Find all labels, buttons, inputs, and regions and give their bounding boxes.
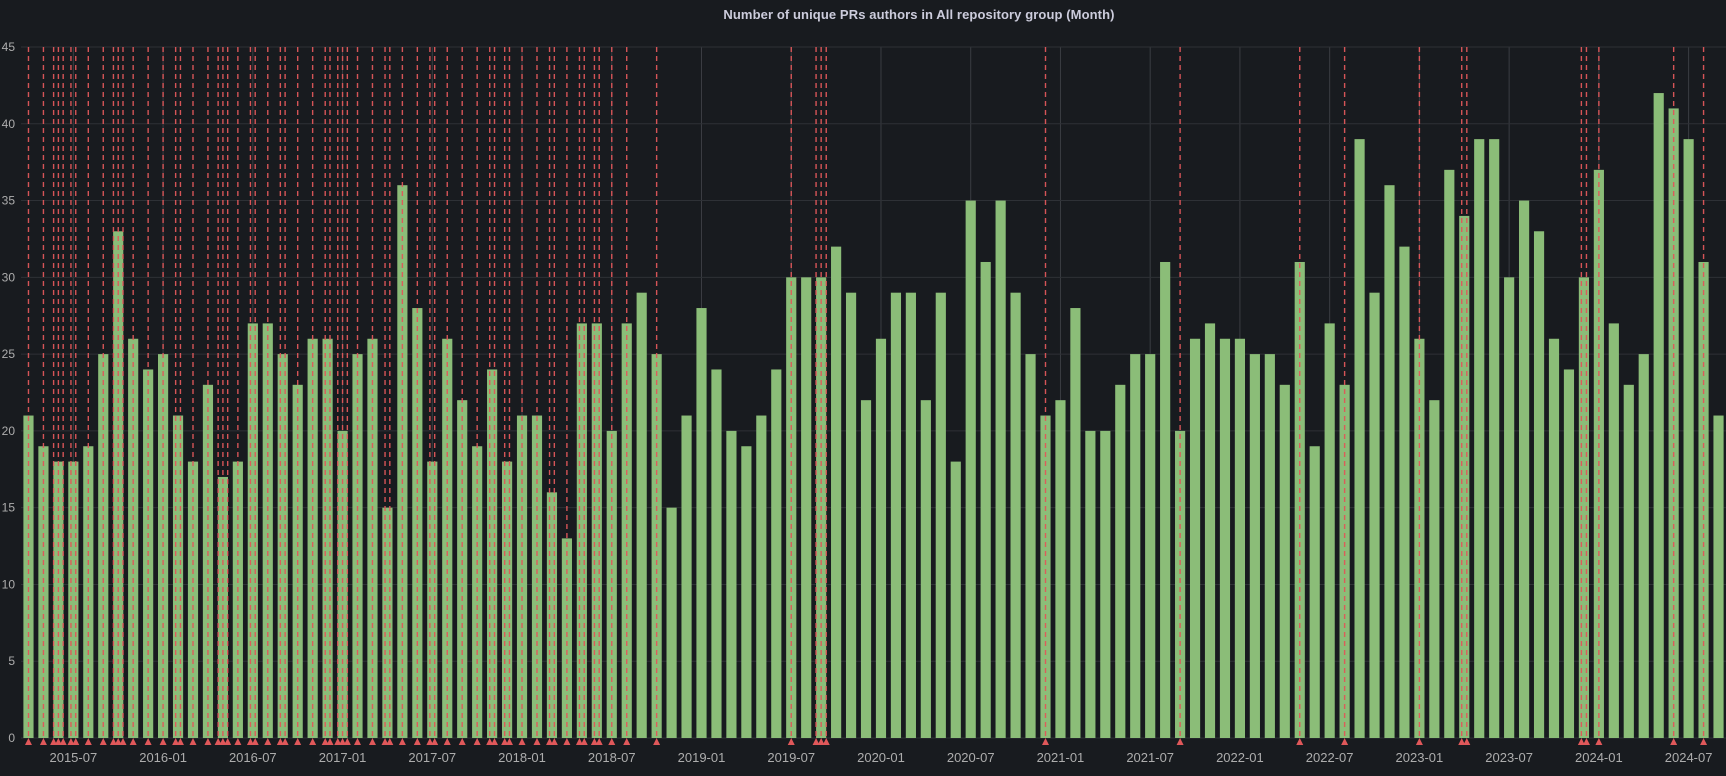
svg-text:2022-01: 2022-01 — [1216, 750, 1264, 765]
svg-text:2023-01: 2023-01 — [1396, 750, 1444, 765]
svg-text:35: 35 — [2, 194, 16, 208]
svg-text:2021-07: 2021-07 — [1126, 750, 1174, 765]
svg-text:15: 15 — [2, 501, 16, 515]
svg-text:0: 0 — [8, 731, 15, 745]
svg-text:45: 45 — [2, 40, 16, 54]
svg-text:2022-07: 2022-07 — [1306, 750, 1354, 765]
svg-text:2020-01: 2020-01 — [857, 750, 905, 765]
svg-text:2016-01: 2016-01 — [139, 750, 187, 765]
svg-text:2019-01: 2019-01 — [678, 750, 726, 765]
svg-text:25: 25 — [2, 347, 16, 361]
svg-text:40: 40 — [2, 117, 16, 131]
svg-text:2024-01: 2024-01 — [1575, 750, 1623, 765]
svg-text:2018-07: 2018-07 — [588, 750, 636, 765]
svg-text:2021-01: 2021-01 — [1037, 750, 1085, 765]
svg-text:2017-07: 2017-07 — [408, 750, 456, 765]
svg-text:5: 5 — [8, 654, 15, 668]
svg-text:2018-01: 2018-01 — [498, 750, 546, 765]
svg-text:20: 20 — [2, 424, 16, 438]
svg-text:2019-07: 2019-07 — [767, 750, 815, 765]
svg-text:2020-07: 2020-07 — [947, 750, 995, 765]
svg-text:2017-01: 2017-01 — [319, 750, 367, 765]
svg-text:2023-07: 2023-07 — [1485, 750, 1533, 765]
svg-text:10: 10 — [2, 577, 16, 591]
svg-text:2015-07: 2015-07 — [49, 750, 97, 765]
svg-text:30: 30 — [2, 270, 16, 284]
svg-text:2016-07: 2016-07 — [229, 750, 277, 765]
svg-text:2024-07: 2024-07 — [1665, 750, 1713, 765]
